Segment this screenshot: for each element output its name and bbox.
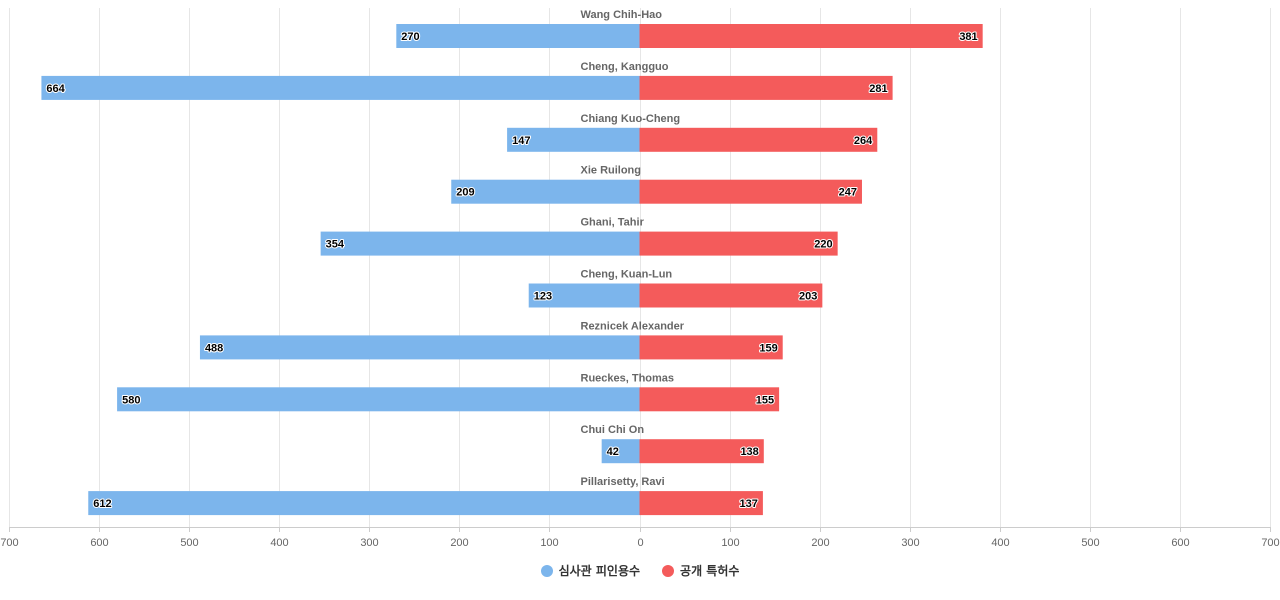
x-tick-label: 700 bbox=[1261, 537, 1279, 549]
x-tick-label: 400 bbox=[991, 537, 1009, 549]
x-axis: 700 600 500 400 300 200 100 0 100 200 300 400 500 600… bbox=[0, 527, 1280, 549]
legend-item-left-series[interactable]: 심사관 피인용수 bbox=[540, 562, 641, 579]
bar-left-series[interactable] bbox=[507, 127, 640, 152]
data-label-right-series: 159 bbox=[759, 342, 777, 354]
category-label: Wang Chih-Hao bbox=[581, 9, 663, 21]
chart-plot: Wang Chih-Hao Cheng, Kangguo Chiang Kuo-Ch… bbox=[0, 8, 1280, 549]
data-label-left-series: 354 bbox=[326, 239, 345, 251]
category-label: Chiang Kuo-Cheng bbox=[581, 113, 681, 125]
x-tick-label: 100 bbox=[721, 537, 739, 549]
category-label: Cheng, Kuan-Lun bbox=[581, 269, 673, 281]
bar-right-series[interactable] bbox=[639, 179, 862, 204]
x-tick-label: 400 bbox=[270, 537, 288, 549]
category-label: Reznicek Alexander bbox=[581, 320, 685, 332]
data-labels: 270 381 664 281 147 264 209 247 354 220 123 203 488 1… bbox=[45, 30, 978, 511]
legend: 심사관 피인용수 공개 특허수 bbox=[0, 562, 1280, 579]
bar-right-series[interactable] bbox=[639, 439, 764, 464]
legend-item-right-series[interactable]: 공개 특허수 bbox=[662, 562, 739, 579]
data-label-right-series: 281 bbox=[869, 83, 887, 95]
legend-label-left-series: 심사관 피인용수 bbox=[558, 564, 641, 578]
bar-left-series[interactable] bbox=[199, 335, 640, 360]
bar-left-series[interactable] bbox=[396, 24, 640, 48]
data-label-left-series: 270 bbox=[401, 31, 419, 43]
legend-label-right-series: 공개 특허수 bbox=[680, 564, 740, 578]
data-label-left-series: 147 bbox=[512, 135, 530, 147]
category-label: Ghani, Tahir bbox=[581, 217, 645, 229]
data-label-right-series: 137 bbox=[740, 498, 758, 510]
bar-left-series[interactable] bbox=[41, 75, 640, 100]
data-label-left-series: 209 bbox=[456, 187, 474, 199]
bar-right-series[interactable] bbox=[639, 127, 878, 152]
bar-right-series[interactable] bbox=[639, 283, 823, 308]
category-labels: Wang Chih-Hao Cheng, Kangguo Chiang Kuo-Ch… bbox=[581, 9, 685, 488]
data-label-left-series: 488 bbox=[205, 342, 223, 354]
bar-right-series[interactable] bbox=[639, 491, 763, 516]
x-tick-label: 300 bbox=[901, 537, 919, 549]
x-tick-label: 0 bbox=[637, 537, 643, 549]
bar-left-series[interactable] bbox=[117, 387, 640, 412]
data-label-right-series: 138 bbox=[740, 446, 758, 458]
bar-left-series[interactable] bbox=[451, 179, 640, 204]
bar-right-series[interactable] bbox=[639, 335, 783, 360]
category-label: Chui Chi On bbox=[581, 424, 645, 436]
category-label: Pillarisetty, Ravi bbox=[581, 476, 665, 488]
legend-marker-right-series bbox=[662, 564, 675, 577]
x-tick-label: 600 bbox=[1171, 537, 1189, 549]
bar-left-series[interactable] bbox=[528, 283, 640, 308]
category-label: Rueckes, Thomas bbox=[581, 372, 675, 384]
x-tick-label: 700 bbox=[0, 537, 18, 549]
data-label-left-series: 612 bbox=[93, 498, 111, 510]
bar-right-series[interactable] bbox=[639, 75, 893, 100]
x-tick-label: 600 bbox=[90, 537, 108, 549]
category-label: Cheng, Kangguo bbox=[581, 61, 669, 73]
bar-left-series[interactable] bbox=[320, 231, 640, 256]
legend-marker-left-series bbox=[540, 564, 553, 577]
data-label-left-series: 664 bbox=[46, 83, 65, 95]
data-label-right-series: 264 bbox=[854, 135, 873, 147]
x-tick-label: 500 bbox=[1081, 537, 1099, 549]
bar-right-series[interactable] bbox=[639, 231, 838, 256]
bar-right-series[interactable] bbox=[639, 24, 983, 48]
data-label-left-series: 123 bbox=[534, 291, 552, 303]
x-tick-label: 200 bbox=[450, 537, 468, 549]
bar-left-series[interactable] bbox=[88, 491, 640, 516]
data-label-right-series: 381 bbox=[959, 31, 977, 43]
data-label-left-series: 580 bbox=[122, 394, 140, 406]
data-label-right-series: 203 bbox=[799, 291, 817, 303]
data-label-right-series: 155 bbox=[756, 394, 774, 406]
data-label-right-series: 220 bbox=[814, 239, 832, 251]
data-label-right-series: 247 bbox=[839, 187, 857, 199]
data-label-left-series: 42 bbox=[607, 446, 619, 458]
x-tick-label: 100 bbox=[540, 537, 558, 549]
x-tick-label: 300 bbox=[360, 537, 378, 549]
x-tick-label: 500 bbox=[180, 537, 198, 549]
category-label: Xie Ruilong bbox=[581, 165, 642, 177]
x-tick-label: 200 bbox=[811, 537, 829, 549]
bars bbox=[41, 24, 983, 516]
bar-right-series[interactable] bbox=[639, 387, 780, 412]
bar-left-series[interactable] bbox=[601, 439, 640, 464]
